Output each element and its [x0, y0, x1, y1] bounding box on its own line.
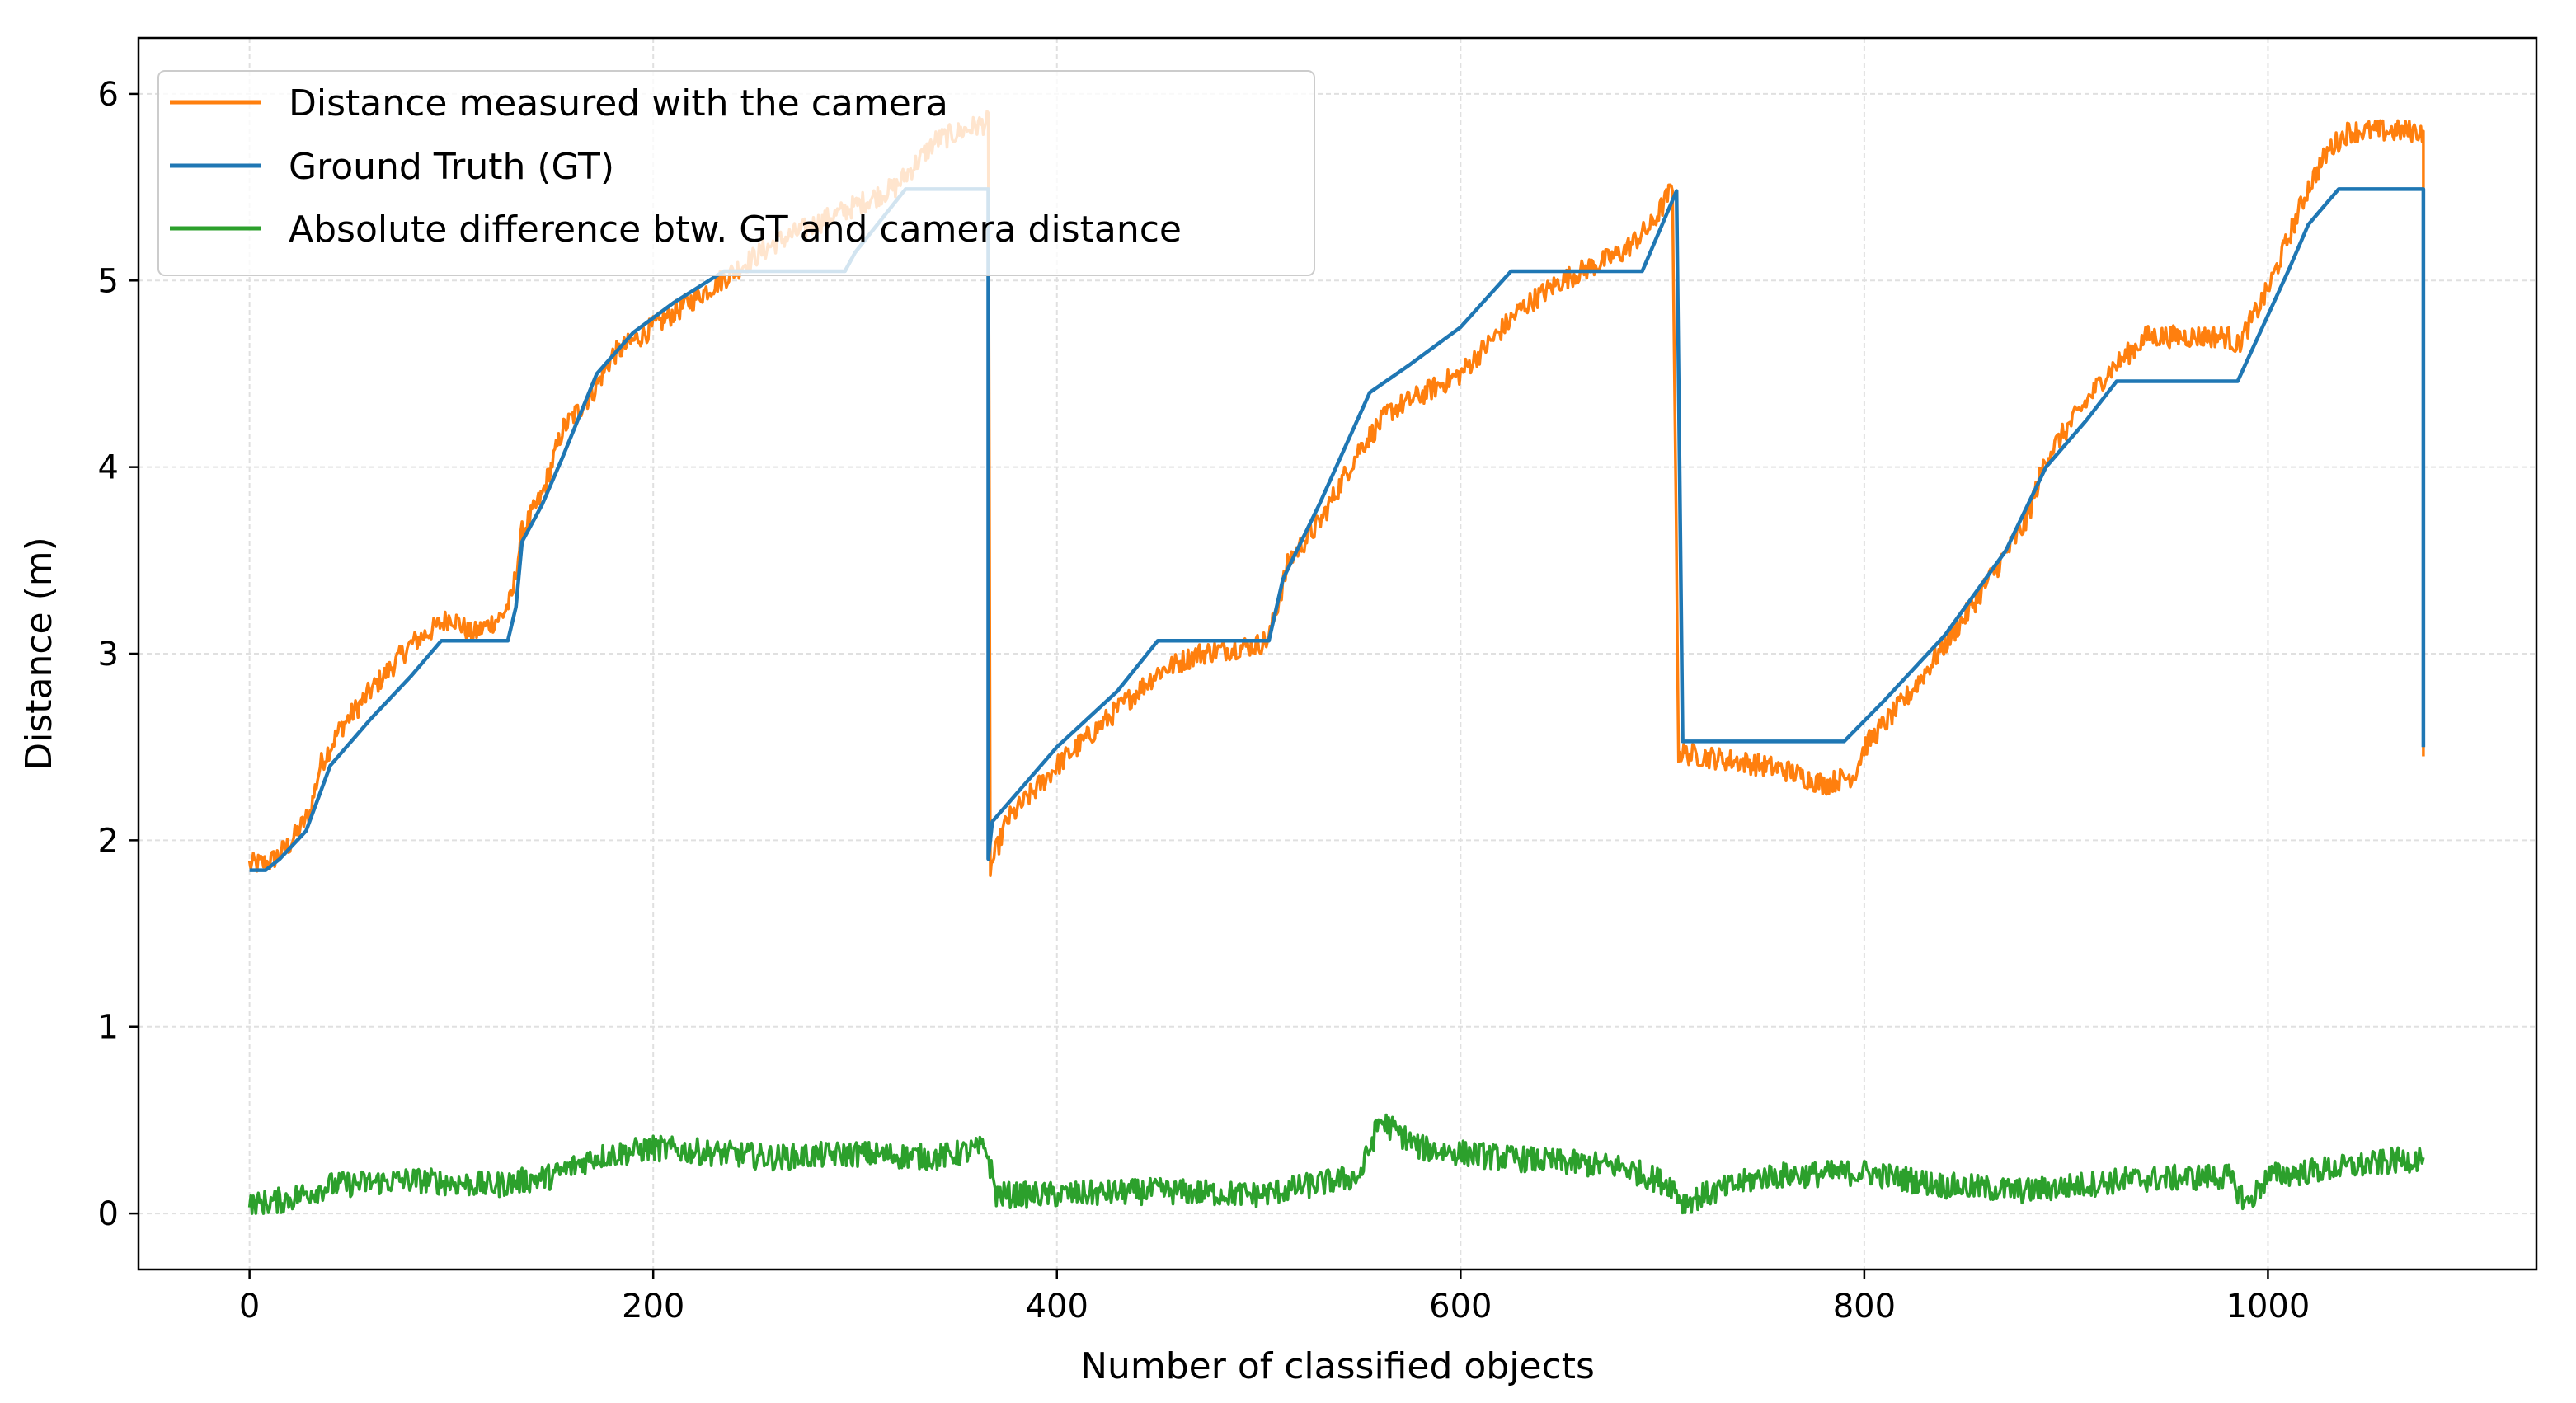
series-difference-line	[247, 1113, 2425, 1215]
y-tick-label: 3	[98, 636, 119, 673]
series-camera-line	[247, 110, 2425, 877]
x-axis-label: Number of classified objects	[1080, 1345, 1595, 1387]
x-tick-label: 800	[1833, 1288, 1896, 1326]
y-tick-label: 4	[98, 449, 119, 487]
series-lines	[247, 110, 2426, 1215]
x-tick-label: 200	[622, 1288, 684, 1326]
y-tick-label: 0	[98, 1195, 119, 1233]
legend: Distance measured with the camera Ground…	[157, 70, 1315, 276]
y-tick-label: 2	[98, 822, 119, 860]
y-tick-label: 1	[98, 1009, 119, 1047]
series-ground-truth-line	[249, 187, 2426, 872]
x-tick-label: 1000	[2226, 1288, 2310, 1326]
legend-label-camera: Distance measured with the camera	[289, 82, 948, 124]
x-tick-label: 0	[239, 1288, 260, 1326]
y-tick-label: 6	[98, 76, 119, 114]
x-tick-label: 400	[1026, 1288, 1088, 1326]
x-tick-label: 600	[1429, 1288, 1492, 1326]
legend-label-difference: Absolute difference btw. GT and camera d…	[289, 209, 1182, 251]
legend-label-ground-truth: Ground Truth (GT)	[289, 146, 614, 188]
y-tick-label: 5	[98, 262, 119, 300]
y-axis-ticks: 0 1 2 3 4 5 6	[98, 76, 139, 1233]
y-axis-label: Distance (m)	[18, 537, 60, 771]
x-axis-ticks: 0 200 400 600 800 1000	[239, 1269, 2310, 1326]
legend-box	[157, 70, 1315, 276]
